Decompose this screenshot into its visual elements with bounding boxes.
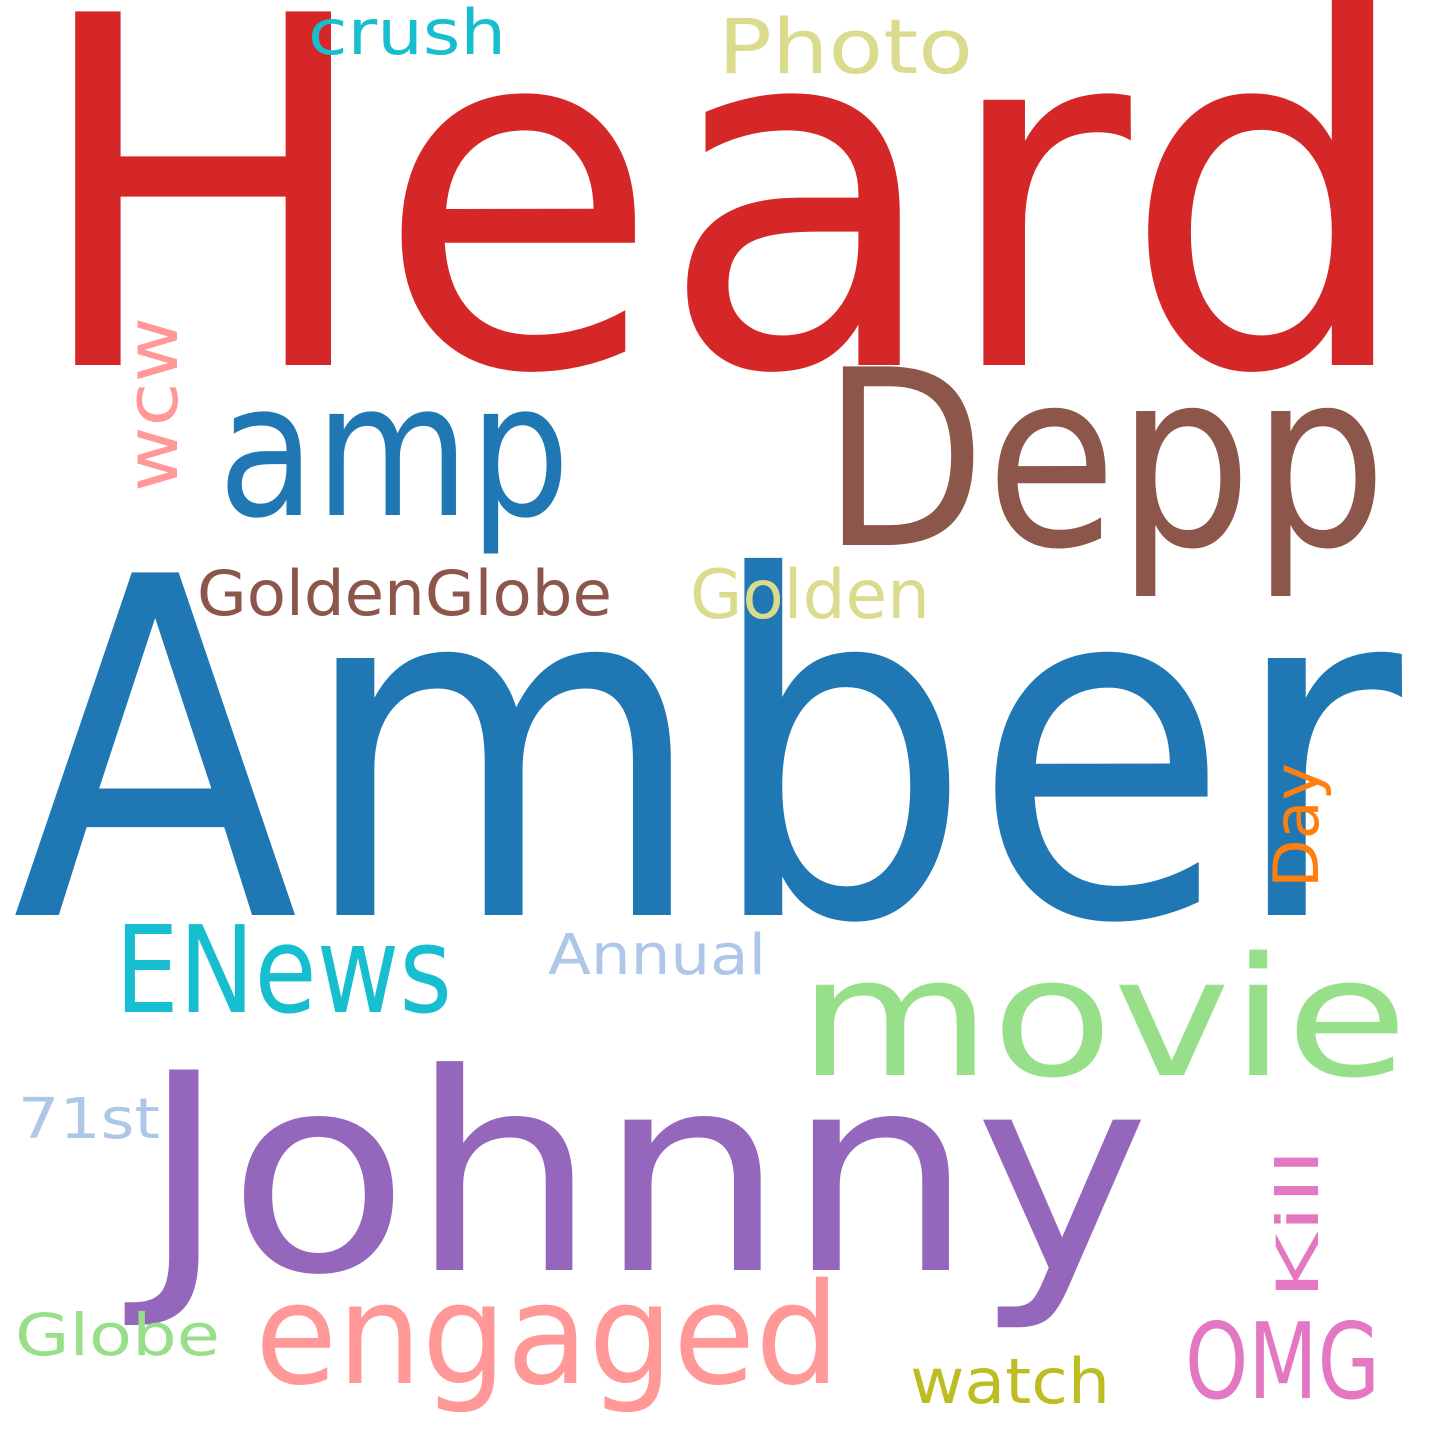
word-globe: Globe [15, 1301, 220, 1369]
word-watch: watch [910, 1345, 1110, 1418]
word-crush: crush [308, 0, 506, 69]
word-johnny: Johnny [121, 1015, 1150, 1335]
word-golden: Golden [690, 556, 930, 635]
word-omg: OMG [1185, 1301, 1380, 1423]
word-depp: Depp [822, 318, 1387, 603]
word-enews: ENews [115, 902, 452, 1041]
word-movie: movie [798, 922, 1408, 1114]
word-amber: Amber [12, 479, 1406, 1026]
word-annual: Annual [548, 923, 766, 988]
word-71st: 71st [18, 1087, 160, 1152]
word-goldenglobe: GoldenGlobe [197, 557, 612, 630]
word-day: Day [1260, 763, 1333, 888]
word-heard: Heard [30, 0, 1415, 480]
word-engaged: engaged [255, 1254, 840, 1417]
word-amp: amp [218, 343, 570, 559]
word-photo: Photo [718, 2, 973, 91]
word-wcw: wcw [110, 317, 194, 492]
word-kill: Kill [1264, 1148, 1332, 1300]
